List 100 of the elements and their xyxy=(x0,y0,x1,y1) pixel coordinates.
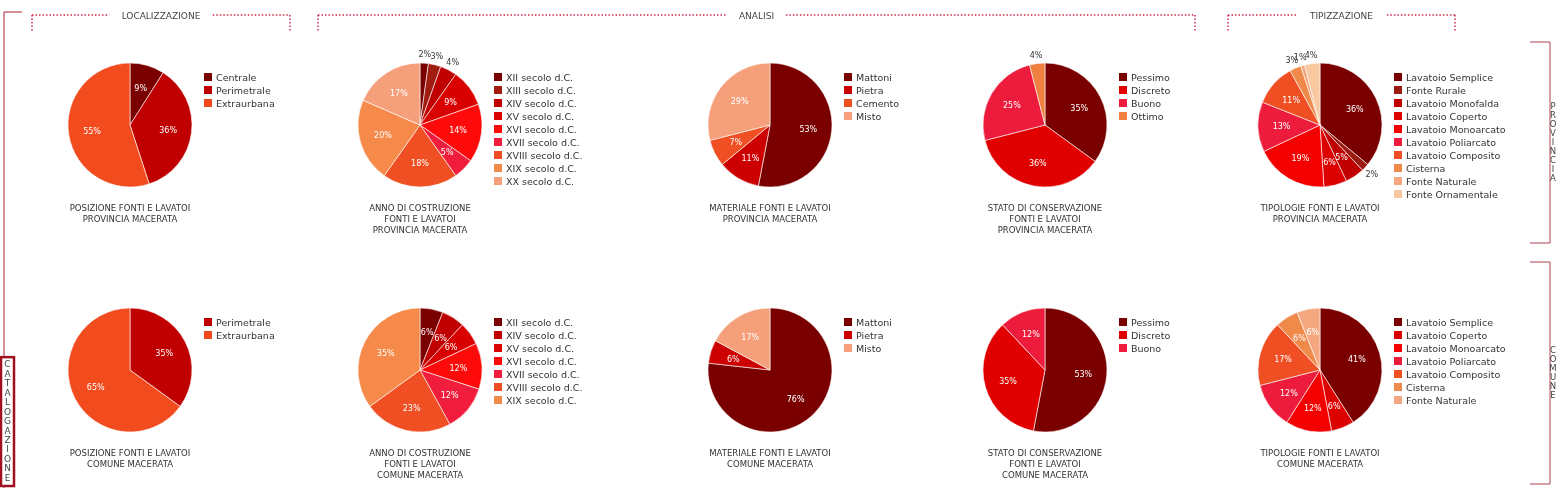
legend-label: Cemento xyxy=(856,98,900,109)
data-label: 14% xyxy=(449,126,468,136)
data-label: 9% xyxy=(134,84,148,94)
legend-label: Discreto xyxy=(1131,330,1171,341)
text: STATO DI CONSERVAZIONE FONTI E LAVATOI COMUNE MACERATA xyxy=(987,448,1103,480)
legend-label: Lavatoio Semplice xyxy=(1406,72,1494,83)
legend-label: Buono xyxy=(1131,98,1162,109)
text: POSIZIONE FONTI E LAVATOI PROVINCIA MACERATA xyxy=(69,203,191,224)
data-label: 6% xyxy=(444,343,458,353)
text: TIPIZZAZIONE xyxy=(1308,11,1374,21)
legend-label: XVII secolo d.C. xyxy=(506,137,580,148)
data-label: 53% xyxy=(799,124,818,134)
data-label: 35% xyxy=(1070,103,1089,113)
legend-label: XIX secolo d.C. xyxy=(506,395,577,406)
data-label: 6% xyxy=(1327,401,1341,411)
data-label: 9% xyxy=(444,97,458,107)
legend-label: Perimetrale xyxy=(216,85,271,96)
legend-label: XIII secolo d.C. xyxy=(506,85,576,96)
data-label: 3% xyxy=(430,52,444,62)
data-label: 12% xyxy=(1280,388,1299,398)
legend-label: Mattoni xyxy=(856,72,892,83)
data-label: 6% xyxy=(1306,328,1320,338)
data-label: 12% xyxy=(440,390,459,400)
data-label: 25% xyxy=(1003,101,1022,111)
legend-label: XII secolo d.C. xyxy=(506,317,574,328)
legend-label: Extraurbana xyxy=(216,98,275,109)
data-label: 6% xyxy=(726,354,741,364)
legend-label: Lavatoio Poliarcato xyxy=(1406,137,1497,148)
legend-label: Ottimo xyxy=(1131,111,1164,122)
data-label: 5% xyxy=(1335,152,1349,162)
legend-label: XV secolo d.C. xyxy=(506,111,575,122)
data-label: 19% xyxy=(1291,154,1310,164)
legend-label: Discreto xyxy=(1131,85,1171,96)
data-label: 35% xyxy=(999,376,1018,386)
data-label: 17% xyxy=(741,333,760,343)
legend-label: Fonte Naturale xyxy=(1406,395,1477,406)
text: COMUNE xyxy=(1549,345,1557,400)
legend-label: Lavatoio Poliarcato xyxy=(1406,356,1497,367)
legend-label: Pessimo xyxy=(1131,317,1171,328)
data-label: 55% xyxy=(83,127,102,137)
data-label: 4% xyxy=(446,57,460,67)
legend-label: Buono xyxy=(1131,343,1162,354)
legend-label: Mattoni xyxy=(856,317,892,328)
legend-label: Perimetrale xyxy=(216,317,271,328)
legend-label: XIV secolo d.C. xyxy=(506,330,577,341)
data-label: 53% xyxy=(1074,369,1093,379)
text: MATERIALE FONTI E LAVATOI COMUNE MACERATA xyxy=(709,448,831,469)
text: ANNO DI COSTRUZIONE FONTI E LAVATOI PROVINCIA MACERATA xyxy=(369,203,471,235)
data-label: 7% xyxy=(729,138,743,148)
legend-label: Cisterna xyxy=(1406,382,1446,393)
legend-label: Lavatoio Monoarcato xyxy=(1406,124,1506,135)
legend-label: Misto xyxy=(856,343,882,354)
legend-label: Lavatoio Monoarcato xyxy=(1406,343,1506,354)
data-label: 35% xyxy=(376,348,396,358)
text: TIPOLOGIE FONTI E LAVATOI PROVINCIA MACERATA xyxy=(1259,203,1380,224)
legend-label: Lavatoio Semplice xyxy=(1406,317,1494,328)
legend-label: Lavatoio Composito xyxy=(1406,369,1501,380)
legend-label: Lavatoio Composito xyxy=(1406,150,1501,161)
legend-label: Fonte Naturale xyxy=(1406,176,1477,187)
data-label: 35% xyxy=(155,348,174,358)
legend-label: XIX secolo d.C. xyxy=(506,163,577,174)
text: ANNO DI COSTRUZIONE FONTI E LAVATOI COMUNE MACERATA xyxy=(369,448,471,480)
data-label: 6% xyxy=(420,328,434,338)
legend-label: Pietra xyxy=(856,330,884,341)
data-label: 12% xyxy=(1303,403,1323,413)
data-label: 36% xyxy=(1028,158,1048,168)
data-label: 20% xyxy=(374,131,393,141)
legend-label: XV secolo d.C. xyxy=(506,343,575,354)
legend-label: XX secolo d.C. xyxy=(506,176,575,187)
text: ANALISI xyxy=(738,11,775,21)
legend-label: Extraurbana xyxy=(216,330,275,341)
data-label: 23% xyxy=(402,403,421,413)
text: TIPOLOGIE FONTI E LAVATOI COMUNE MACERATA xyxy=(1259,448,1380,469)
data-label: 13% xyxy=(1272,122,1291,132)
data-label: 6% xyxy=(1293,333,1307,343)
data-label: 17% xyxy=(1274,355,1293,365)
legend-label: Centrale xyxy=(216,72,257,83)
legend-label: Cisterna xyxy=(1406,163,1446,174)
legend-label: XVIII secolo d.C. xyxy=(506,150,583,161)
data-label: 11% xyxy=(741,154,760,164)
legend-label: XVIII secolo d.C. xyxy=(506,382,583,393)
data-label: 36% xyxy=(159,125,178,135)
legend-label: Lavatoio Coperto xyxy=(1406,111,1488,122)
legend-label: Fonte Rurale xyxy=(1406,85,1467,96)
data-label: 17% xyxy=(390,88,409,98)
text: LOCALIZZAZIONE xyxy=(121,11,201,21)
data-label: 41% xyxy=(1348,355,1367,365)
data-label: 18% xyxy=(411,159,430,169)
text: MATERIALE FONTI E LAVATOI PROVINCIA MACERATA xyxy=(709,203,831,224)
data-label: 36% xyxy=(1345,104,1365,114)
legend-label: XVI secolo d.C. xyxy=(506,356,577,367)
legend-label: XVII secolo d.C. xyxy=(506,369,580,380)
legend-label: Pietra xyxy=(856,85,884,96)
text: CATALOGAZIONE xyxy=(3,359,12,483)
legend-label: Fonte Ornamentale xyxy=(1406,189,1498,200)
data-label: 6% xyxy=(434,333,448,343)
data-label: 2% xyxy=(1365,169,1379,179)
text: POSIZIONE FONTI E LAVATOI COMUNE MACERATA xyxy=(69,448,191,469)
data-label: 11% xyxy=(1282,95,1301,105)
legend-label: XVI secolo d.C. xyxy=(506,124,577,135)
